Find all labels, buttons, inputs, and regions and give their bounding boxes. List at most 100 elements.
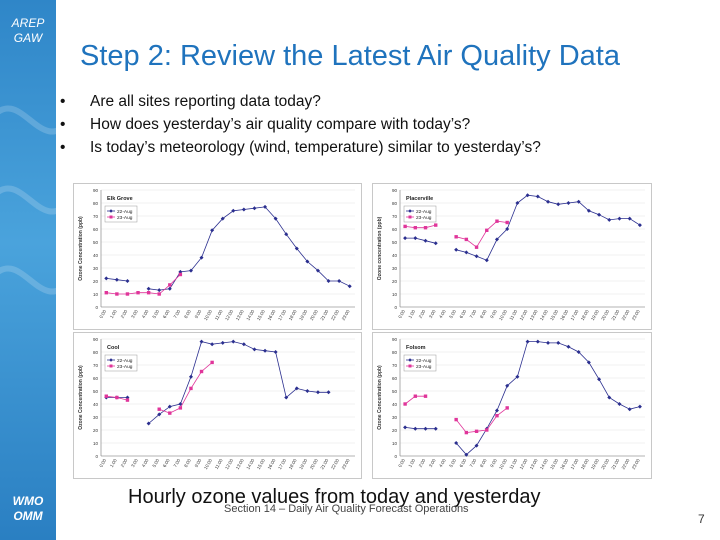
x-tick-label: 16:00 bbox=[267, 309, 277, 322]
data-point bbox=[220, 216, 225, 221]
series-line bbox=[106, 274, 181, 295]
x-tick-label: 21:00 bbox=[319, 458, 329, 471]
data-point bbox=[627, 216, 632, 221]
data-point bbox=[627, 407, 632, 412]
data-point bbox=[474, 443, 479, 448]
bullet-dot-icon: • bbox=[60, 93, 66, 110]
data-point bbox=[199, 255, 204, 260]
chart-title: Folsom bbox=[406, 345, 426, 351]
data-point bbox=[305, 259, 310, 264]
data-point bbox=[597, 377, 602, 382]
y-tick-label: 0 bbox=[394, 305, 397, 310]
x-tick-label: 9:00 bbox=[194, 458, 203, 469]
data-point bbox=[495, 219, 499, 223]
x-tick-label: 2:00 bbox=[418, 309, 427, 320]
y-tick-label: 10 bbox=[392, 441, 398, 446]
legend-marker bbox=[408, 215, 412, 219]
x-tick-label: 6:00 bbox=[459, 458, 468, 469]
x-tick-label: 4:00 bbox=[438, 458, 447, 469]
series-line bbox=[455, 407, 508, 434]
data-point bbox=[505, 227, 510, 231]
x-tick-label: 14:00 bbox=[539, 309, 549, 322]
x-tick-label: 21:00 bbox=[610, 309, 620, 322]
logo-line-2: OMM bbox=[13, 509, 43, 523]
bullet-dot-icon: • bbox=[60, 139, 66, 156]
x-tick-label: 22:00 bbox=[621, 309, 631, 322]
data-point bbox=[413, 236, 418, 241]
data-point bbox=[586, 208, 591, 213]
legend-label: 23-Aug bbox=[416, 364, 432, 370]
y-tick-label: 50 bbox=[93, 240, 99, 245]
data-point bbox=[220, 340, 225, 345]
x-tick-label: 21:00 bbox=[610, 458, 620, 471]
bullet-dot-icon: • bbox=[60, 116, 66, 133]
legend-label: 23-Aug bbox=[416, 215, 432, 221]
data-point bbox=[535, 194, 540, 199]
x-tick-label: 12:00 bbox=[224, 458, 234, 471]
brand-sidebar: AREP GAW WMO OMM bbox=[0, 0, 56, 540]
data-point bbox=[423, 226, 428, 230]
y-tick-label: 30 bbox=[392, 415, 398, 420]
y-tick-label: 30 bbox=[392, 266, 398, 271]
data-point bbox=[188, 268, 193, 273]
data-point bbox=[210, 228, 215, 233]
x-tick-label: 11:00 bbox=[508, 458, 518, 470]
data-point bbox=[167, 286, 172, 291]
x-tick-label: 3:00 bbox=[428, 309, 437, 320]
data-point bbox=[114, 277, 119, 282]
data-point bbox=[454, 247, 459, 252]
footer-text: Section 14 – Daily Air Quality Forecast … bbox=[224, 503, 469, 515]
x-tick-label: 16:00 bbox=[559, 458, 569, 471]
data-point bbox=[464, 452, 469, 457]
chart-placerville: 0 10 20 30 40 50 60 70 80 90 0:00 1:00 2:00 3:00 4:00 5… bbox=[372, 183, 652, 330]
chart-svg: 0 10 20 30 40 50 60 70 80 90 0:00 1:00 2:00 3:00 4:00 5… bbox=[377, 337, 645, 471]
x-tick-label: 15:00 bbox=[549, 458, 559, 471]
x-tick-label: 2:00 bbox=[418, 458, 427, 469]
series-line bbox=[405, 224, 436, 229]
x-tick-label: 0:00 bbox=[98, 309, 107, 320]
data-point bbox=[423, 238, 428, 243]
x-tick-label: 19:00 bbox=[590, 309, 600, 322]
y-tick-label: 0 bbox=[95, 454, 98, 459]
data-point bbox=[617, 402, 622, 406]
y-tick-label: 40 bbox=[392, 402, 398, 407]
x-tick-label: 11:00 bbox=[508, 309, 518, 321]
data-point bbox=[576, 199, 581, 204]
x-tick-label: 1:00 bbox=[407, 309, 416, 320]
chart-svg: 0 10 20 30 40 50 60 70 80 90 0:00 1:00 2:00 3:00 4:00 5… bbox=[78, 337, 355, 471]
x-tick-label: 9:00 bbox=[194, 309, 203, 320]
x-tick-label: 2:00 bbox=[120, 309, 129, 320]
data-point bbox=[115, 292, 119, 296]
data-point bbox=[315, 268, 320, 273]
x-tick-label: 2:00 bbox=[120, 458, 129, 469]
data-point bbox=[231, 208, 236, 213]
data-point bbox=[189, 386, 193, 391]
data-point bbox=[125, 292, 130, 296]
series-line bbox=[159, 362, 213, 414]
data-point bbox=[576, 350, 581, 354]
x-tick-label: 5:00 bbox=[151, 309, 160, 320]
data-point bbox=[252, 347, 257, 352]
data-point bbox=[305, 389, 310, 393]
x-tick-label: 22:00 bbox=[621, 458, 631, 471]
chart-svg: 0 10 20 30 40 50 60 70 80 90 0:00 1:00 2:00 3:00 4:00 5… bbox=[78, 188, 355, 322]
y-tick-label: 70 bbox=[93, 214, 99, 219]
data-point bbox=[178, 406, 183, 410]
x-tick-label: 23:00 bbox=[341, 458, 351, 471]
x-tick-label: 5:00 bbox=[151, 458, 160, 469]
data-point bbox=[413, 426, 418, 431]
data-point bbox=[146, 421, 151, 426]
y-tick-label: 70 bbox=[392, 214, 398, 219]
logo-line-1: AREP bbox=[11, 16, 45, 30]
bullet-text: How does yesterday’s air quality compare… bbox=[90, 116, 471, 133]
y-tick-label: 10 bbox=[392, 292, 398, 297]
legend-marker bbox=[408, 358, 412, 362]
y-tick-label: 40 bbox=[392, 253, 398, 258]
y-tick-label: 70 bbox=[93, 363, 99, 368]
x-tick-label: 3:00 bbox=[130, 309, 139, 320]
x-tick-label: 8:00 bbox=[183, 309, 192, 320]
x-tick-label: 6:00 bbox=[459, 309, 468, 320]
data-point bbox=[454, 417, 458, 422]
data-point bbox=[464, 237, 469, 242]
x-tick-label: 8:00 bbox=[183, 458, 192, 469]
